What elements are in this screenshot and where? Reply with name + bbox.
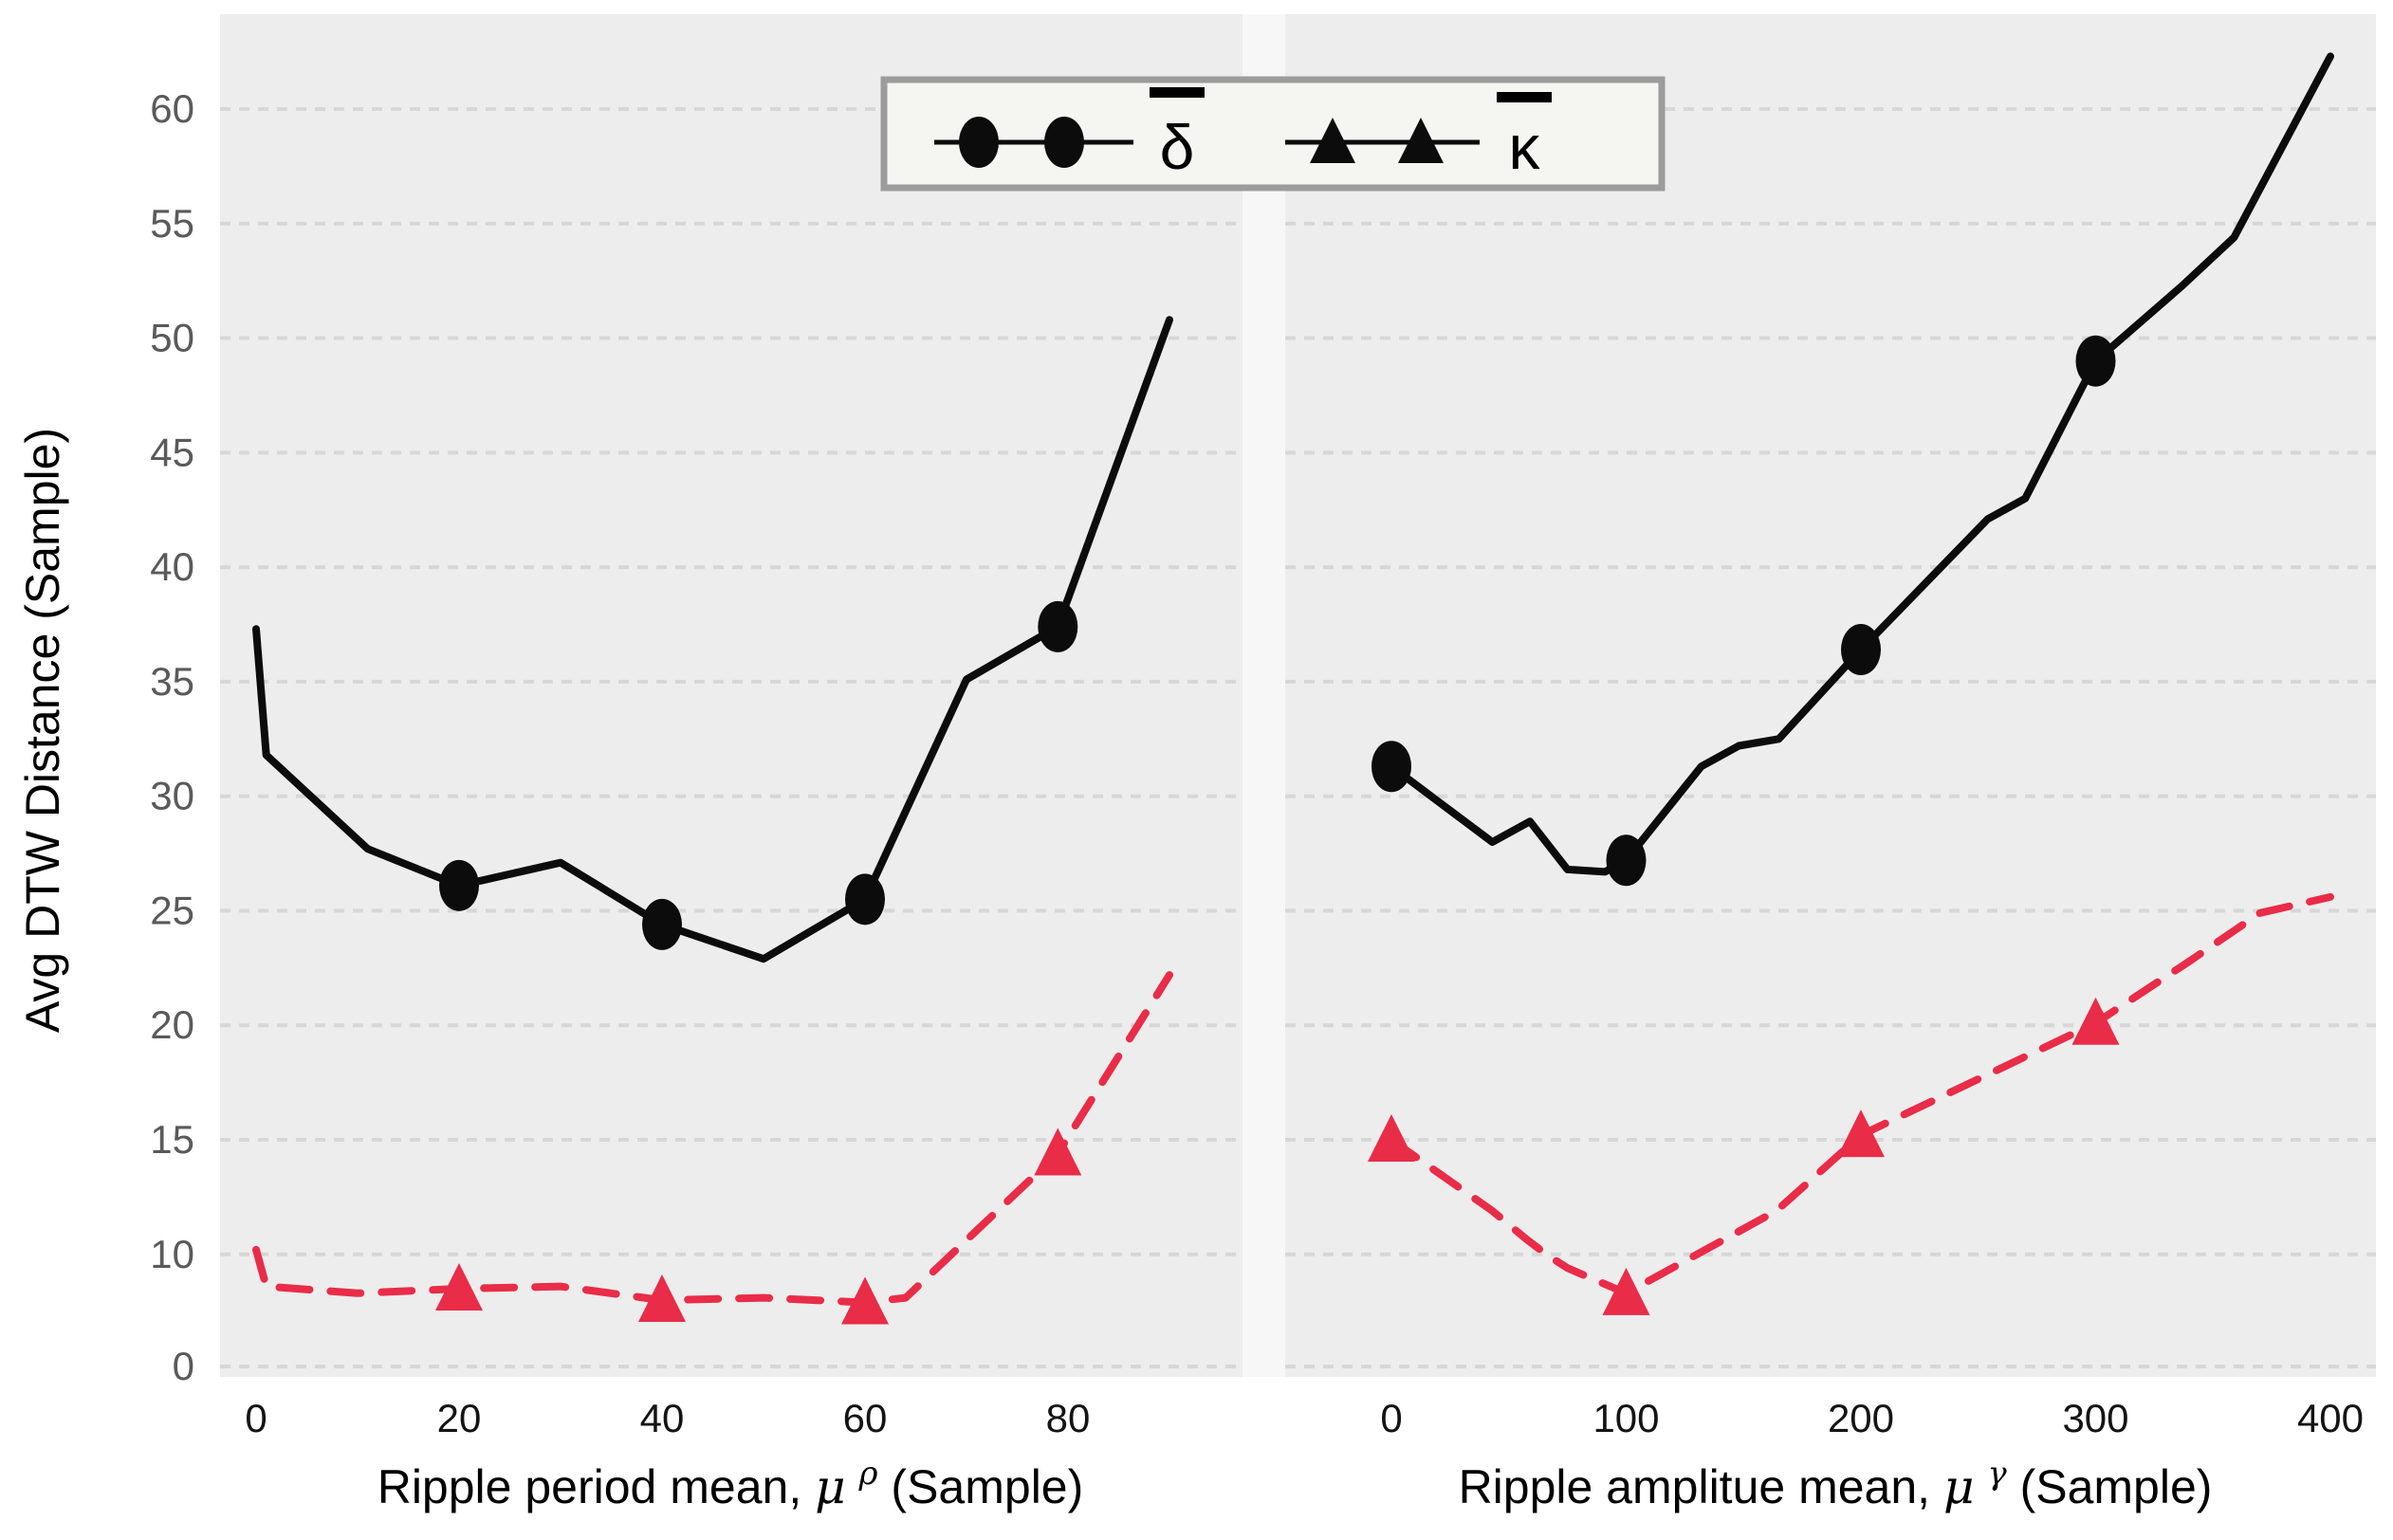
legend-triangle-marker-icon	[1310, 118, 1355, 163]
right-x-title-prefix: Ripple amplitue mean,	[1459, 1460, 1943, 1513]
data-point-circle-right-x200	[1841, 624, 1881, 676]
right-x-title-suffix: (Sample)	[2020, 1460, 2213, 1513]
left-x-tick-label-20: 20	[437, 1396, 482, 1440]
left-x-title-prefix: Ripple period mean,	[377, 1460, 815, 1513]
legend-triangle-marker-icon	[1398, 118, 1444, 163]
left-x-tick-label-40: 40	[640, 1396, 685, 1440]
right-x-tick-label-200: 200	[1828, 1396, 1894, 1440]
left-x-tick-label-60: 60	[843, 1396, 888, 1440]
left-x-title-suffix: (Sample)	[891, 1460, 1083, 1513]
legend-delta-label: δ	[1160, 112, 1195, 182]
y-tick-label-50: 50	[150, 316, 194, 360]
left-panel-background	[220, 14, 1243, 1377]
left-x-tick-label-0: 0	[245, 1396, 267, 1440]
delta-overbar	[1150, 87, 1205, 98]
mu-symbol: μ	[1943, 1459, 1975, 1514]
data-point-triangle-left-x60	[841, 1276, 889, 1325]
y-tick-label-15: 15	[150, 1117, 194, 1162]
y-tick-label-0: 0	[173, 1344, 194, 1388]
right-x-tick-label-0: 0	[1380, 1396, 1402, 1440]
data-point-circle-left-x60	[845, 873, 885, 926]
legend-kappa-label: κ	[1509, 112, 1541, 182]
y-tick-label-10: 10	[150, 1232, 194, 1276]
data-point-circle-right-x100	[1606, 834, 1647, 887]
gamma-superscript: γ	[1987, 1455, 2007, 1493]
right-x-tick-label-100: 100	[1592, 1396, 1659, 1440]
panel-gap	[1243, 14, 1285, 1377]
data-point-triangle-right-x300	[2071, 997, 2120, 1045]
right-x-tick-label-300: 300	[2062, 1396, 2128, 1440]
data-point-circle-left-x79	[1038, 600, 1078, 652]
y-tick-label-45: 45	[150, 430, 194, 474]
y-tick-label-30: 30	[150, 774, 194, 818]
series-delta-line-right	[1388, 52, 2334, 876]
y-tick-label-55: 55	[150, 201, 194, 246]
y-tick-label-25: 25	[150, 888, 194, 932]
series-kappa-line-right	[1388, 892, 2334, 1297]
data-point-circle-left-x20	[439, 859, 479, 911]
y-tick-label-60: 60	[150, 86, 194, 131]
data-point-triangle-right-x0	[1368, 1113, 1415, 1162]
data-point-circle-left-x40	[642, 898, 682, 950]
kappa-overbar	[1497, 92, 1552, 102]
data-point-triangle-right-x200	[1837, 1109, 1885, 1158]
data-point-triangle-left-x79	[1034, 1128, 1082, 1176]
data-point-triangle-right-x100	[1602, 1267, 1650, 1315]
y-tick-label-35: 35	[150, 659, 194, 704]
left-x-axis-title: Ripple period mean, μ ρ (Sample)	[377, 1441, 1084, 1514]
rho-superscript: ρ	[858, 1455, 878, 1493]
mu-symbol: μ	[815, 1459, 846, 1514]
data-point-triangle-left-x20	[435, 1262, 483, 1311]
right-panel-background	[1285, 14, 2376, 1377]
y-tick-label-40: 40	[150, 544, 194, 589]
legend-circle-marker-icon	[1044, 117, 1084, 168]
right-x-axis-title: Ripple amplitue mean, μ γ (Sample)	[1459, 1441, 2213, 1514]
legend: δ κ	[880, 76, 1666, 192]
data-point-triangle-left-x40	[638, 1274, 686, 1323]
legend-circle-marker-icon	[959, 117, 999, 168]
y-tick-label-20: 20	[150, 1002, 194, 1047]
data-point-circle-right-x300	[2075, 335, 2116, 387]
plot-content: 0 10 15 20 25 30 35 40 45 50 55 60 0 20 40 60 80 0 100 200 3…	[150, 52, 2376, 1440]
right-x-tick-label-400: 400	[2297, 1396, 2364, 1440]
left-x-tick-label-80: 80	[1046, 1396, 1091, 1440]
y-axis-title: Avg DTW Distance (Sample)	[16, 428, 69, 1033]
data-point-circle-right-x0	[1371, 741, 1411, 793]
